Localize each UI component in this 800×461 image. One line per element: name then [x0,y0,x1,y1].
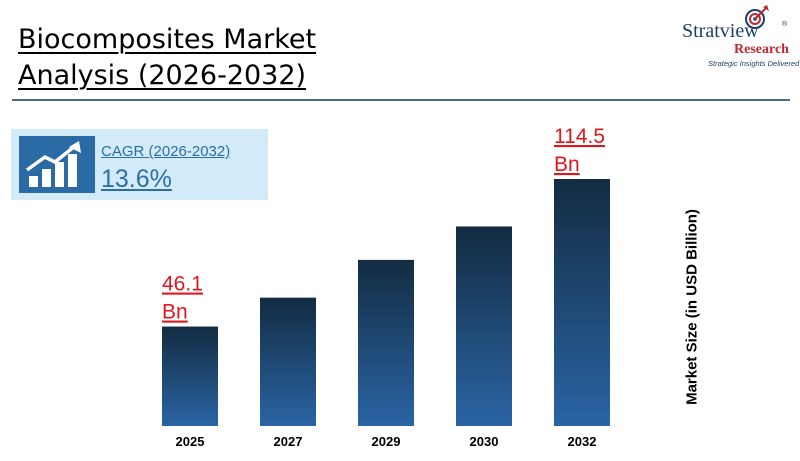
bar-2032 [554,179,610,426]
bar-2029 [358,259,414,426]
data-label-2032: 114.5 Bn [554,125,605,176]
stratview-logo: Stratview ® Research Strategic Insights … [676,4,800,70]
target-arrow-icon [745,5,769,29]
x-tick-2032: 2032 [568,434,597,449]
x-tick-2025: 2025 [176,434,205,449]
bars-group [162,179,610,426]
logo-registered-mark: ® [782,21,788,28]
logo-brand: Stratview [682,20,759,42]
logo-tagline: Strategic Insights Delivered [708,59,800,68]
bar-2030 [456,226,512,426]
logo-sub: Research [734,42,789,57]
cagr-label: CAGR (2026-2032) [101,143,231,160]
x-tick-labels: 2025 2027 2029 2030 2032 [176,434,597,449]
cagr-box: CAGR (2026-2032) 13.6% [11,129,268,200]
rising-bar-chart-icon [25,141,81,187]
cagr-icon-tile [19,136,95,193]
page-title: Biocomposites Market Analysis (2026-2032… [18,24,317,91]
x-tick-2027: 2027 [274,434,303,449]
x-tick-2030: 2030 [470,434,499,449]
bar-2027 [260,297,316,426]
title-divider [12,99,790,101]
data-label-2025: 46.1 Bn [162,273,203,324]
bar-2025 [162,326,218,426]
cagr-value: 13.6% [101,165,172,193]
x-tick-2029: 2029 [372,434,401,449]
data-labels: 46.1 Bn 114.5 Bn [162,125,605,324]
y-axis-label: Market Size (in USD Billion) [683,209,701,405]
